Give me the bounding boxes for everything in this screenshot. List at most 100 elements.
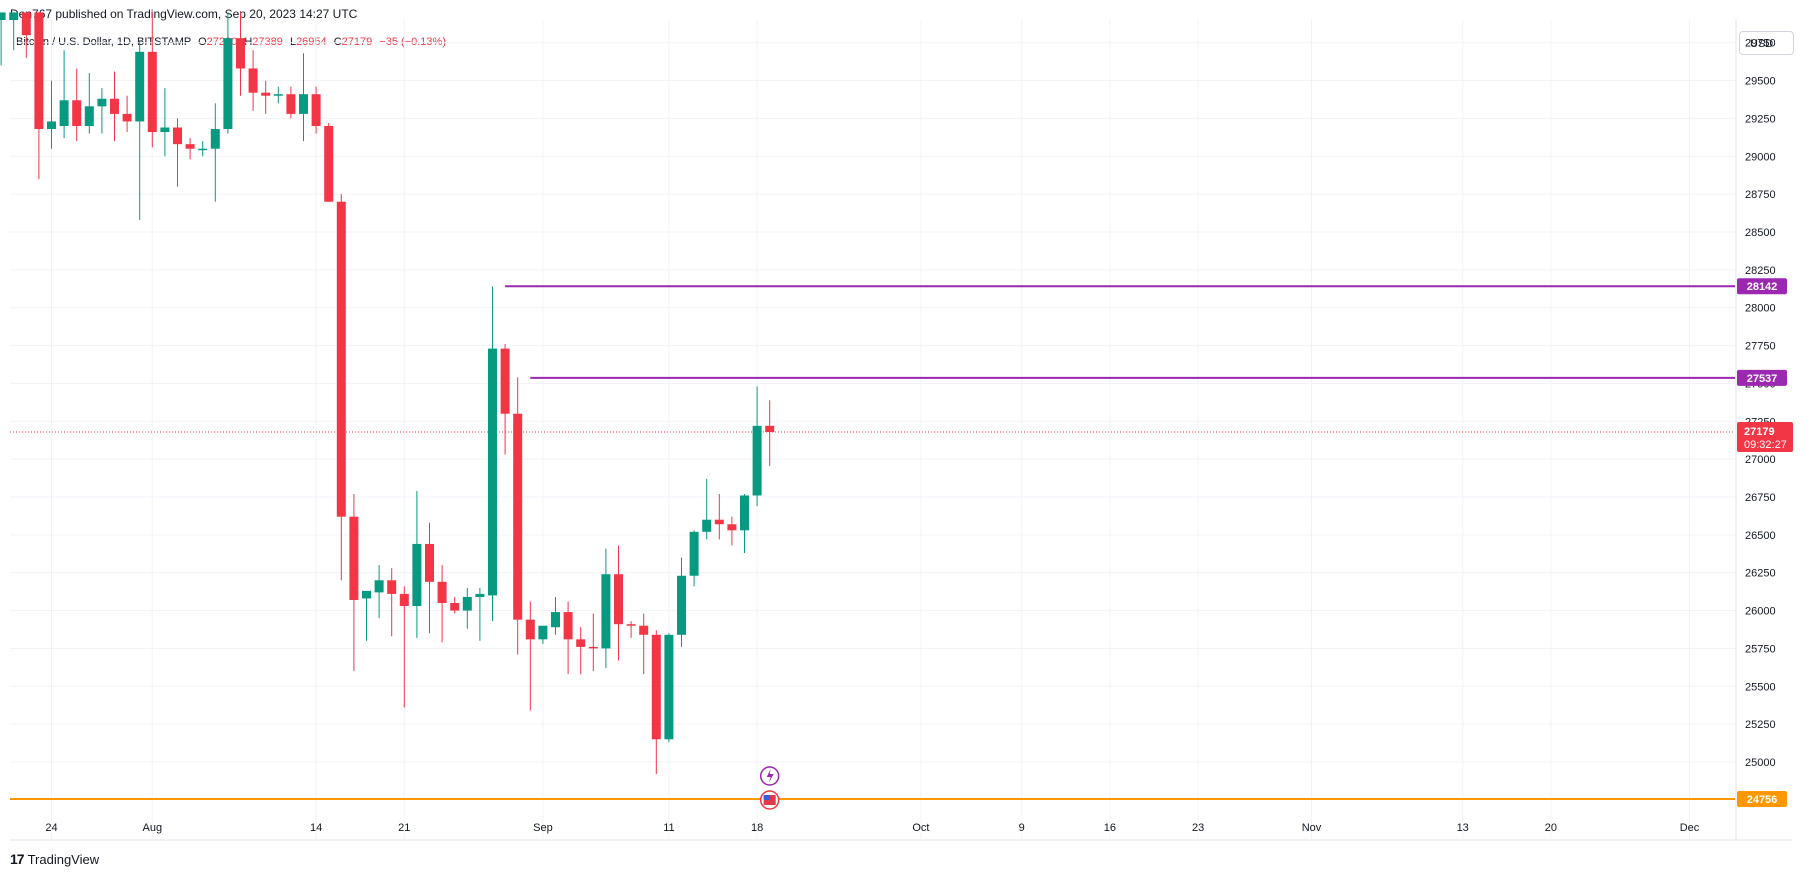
candle-body [273,94,283,96]
time-tick-label: Aug [143,822,163,834]
price-tick-label: 28000 [1745,303,1776,315]
candle-body [387,580,397,594]
candle-body [551,612,560,628]
close-value: 27179 [341,36,373,48]
candle-body [336,201,346,517]
price-level-value: 28142 [1747,281,1778,293]
candle-body [450,603,460,611]
candle-body [639,625,649,635]
us-flag-canton [763,795,770,800]
candle-body [488,348,497,596]
price-level-value: 27537 [1747,373,1778,385]
candle-body [34,12,44,130]
price-tick-label: 25500 [1745,681,1776,693]
candle-body [399,593,409,607]
price-tick-label: 29750 [1745,38,1776,50]
time-tick-label: 16 [1104,822,1116,834]
candle-body [752,425,762,496]
candle-body [664,634,674,740]
candle-body [374,580,384,593]
candle-body [727,524,737,531]
current-price-badge [1737,422,1793,453]
candle-body [362,590,371,599]
candle-body [135,51,145,122]
candle-body [173,127,182,145]
time-tick-label: 20 [1545,822,1557,834]
time-tick-label: 11 [663,822,674,834]
candle-body [84,106,94,126]
price-tick-label: 26250 [1745,568,1776,580]
candle-body [651,634,661,740]
candle-body [412,543,422,607]
candle-body [626,624,636,626]
symbol-title[interactable]: Bitcoin / U.S. Dollar, 1D, BITSTAMP [16,36,192,48]
candle-body [324,126,334,202]
candle-body [21,12,31,36]
candle-body [47,121,56,130]
time-tick-label: Nov [1302,822,1322,834]
candle-body [740,495,749,531]
high-label: H [244,36,253,48]
time-tick-label: 23 [1192,822,1204,834]
candle-body [513,413,523,620]
candle-body [261,92,271,96]
close-label: C [333,36,342,48]
price-tick-label: 26750 [1745,492,1776,504]
candle-body [349,516,359,600]
candle-body [97,98,107,107]
low-label: L [289,36,297,48]
current-price-value: 27179 [1744,426,1775,438]
price-level-value: 24756 [1747,794,1778,806]
change-value: −35 (−0.13%) [379,36,446,48]
tradingview-brand: TradingView [27,851,100,867]
candle-body [286,94,296,114]
time-tick-label: 14 [310,822,322,834]
currency-button[interactable]: USD [1739,31,1794,55]
candle-body [714,519,724,525]
price-tick-label: 25000 [1745,757,1776,769]
price-level-badge [1737,278,1787,295]
candle-body [147,51,157,133]
price-tick-label: 29500 [1745,76,1776,88]
candle-body [0,12,6,20]
open-label: O [198,36,207,48]
candle-body [311,94,321,126]
price-tick-label: 27750 [1745,341,1776,353]
price-tick-label: 29250 [1745,113,1776,125]
candle-body [677,575,686,635]
time-tick-label: 21 [398,822,410,834]
candle-body [160,127,170,133]
candle-body [198,148,208,151]
candle-body [500,348,510,414]
publisher-attribution: Den767 published on TradingView.com, Sep… [10,7,358,21]
time-tick-label: Oct [912,822,929,834]
candle-body [525,619,535,640]
price-tick-label: 28250 [1745,265,1776,277]
candle-body [563,612,573,640]
candle-body [122,113,132,122]
candle-body [576,639,586,647]
time-tick-label: 9 [1019,822,1025,834]
time-tick-label: 18 [751,822,763,834]
time-tick-label: 24 [45,822,57,834]
time-tick-label: 13 [1457,822,1469,834]
tradingview-logo-icon: 17 [10,851,25,867]
low-value: 26954 [296,36,327,48]
candle-body [437,581,447,603]
candle-body [223,38,233,130]
candle-body [614,574,623,625]
candle-body [765,425,775,433]
price-tick-label: 28750 [1745,189,1776,201]
price-tick-label: 28500 [1745,227,1776,239]
price-tick-label: 25250 [1745,719,1776,731]
tradingview-logo[interactable]: 17 TradingView [10,851,99,867]
candle-body [601,574,611,649]
candle-body [462,596,472,611]
candle-body [702,519,712,532]
candle-body [210,129,220,149]
price-tick-label: 27000 [1745,454,1776,466]
time-tick-label: Sep [533,822,553,834]
candle-body [110,98,119,114]
candle-body [72,100,82,126]
